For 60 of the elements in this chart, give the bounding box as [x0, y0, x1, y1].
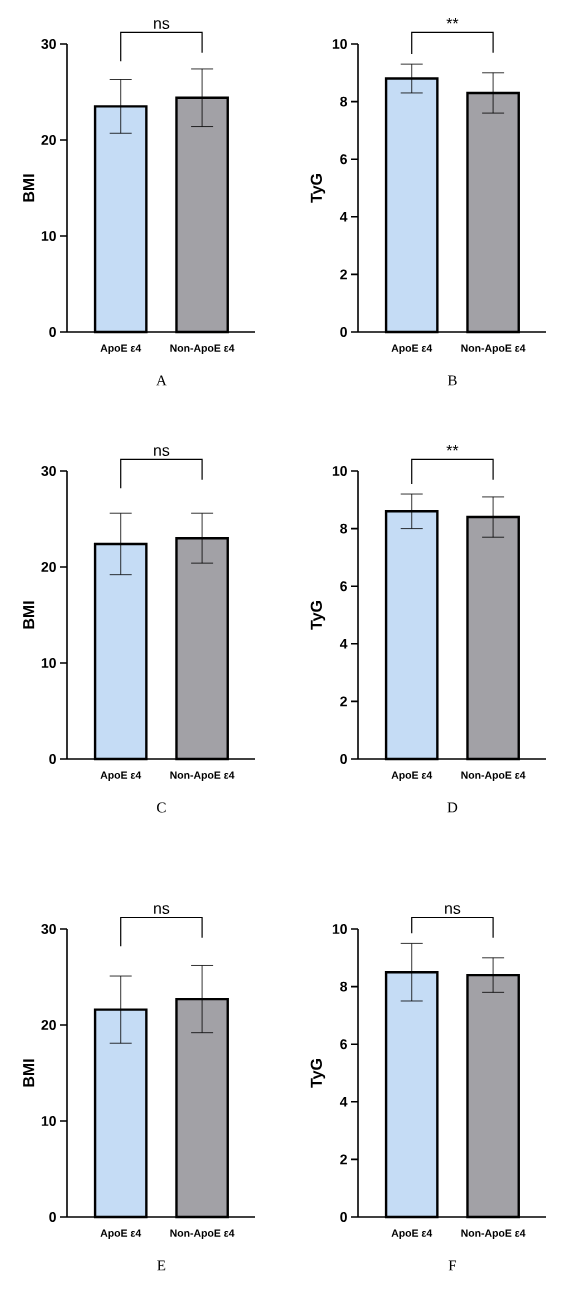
x-tick-label: Non-ApoE ε4 — [461, 771, 526, 781]
text: ns — [445, 905, 461, 914]
text: ns — [154, 447, 170, 456]
x-tick-label: ApoE ε4 — [391, 771, 433, 781]
y-tick-label: 0 — [49, 754, 56, 764]
x-tick-label: ApoE ε4 — [391, 1229, 433, 1239]
x-tick-label: ApoE ε4 — [100, 771, 142, 781]
text: ns — [154, 20, 170, 29]
text: E — [157, 1260, 166, 1271]
x-tick-label: Non-ApoE ε4 — [170, 1229, 235, 1239]
text: F — [448, 1260, 457, 1271]
y-tick-label: 20 — [41, 135, 56, 145]
x-tick-label: Non-ApoE ε4 — [170, 771, 235, 781]
y-tick-label: 6 — [340, 1039, 347, 1050]
y-axis-title: BMI — [23, 601, 35, 629]
y-tick-label: 10 — [332, 39, 347, 49]
y-tick-label: 10 — [332, 466, 347, 476]
x-tick-label: Non-ApoE ε4 — [170, 344, 235, 354]
x-tick-label: Non-ApoE ε4 — [461, 344, 526, 354]
y-axis-title: TyG — [310, 601, 326, 630]
y-tick-label: 0 — [49, 327, 56, 337]
y-tick-label: 6 — [340, 154, 347, 165]
y-tick-label: 0 — [340, 327, 347, 337]
y-tick-label: 30 — [41, 466, 56, 476]
x-tick-label: Non-ApoE ε4 — [461, 1229, 526, 1239]
y-tick-label: 10 — [41, 231, 56, 241]
text: D — [447, 802, 458, 813]
y-tick-label: 8 — [340, 523, 348, 534]
text: A — [156, 375, 167, 386]
y-tick-label: 4 — [339, 211, 348, 222]
y-tick-label: 30 — [41, 39, 56, 49]
y-tick-label: 10 — [41, 658, 56, 668]
text: C — [157, 802, 166, 813]
y-tick-label: 0 — [340, 754, 347, 764]
y-tick-label: 2 — [340, 696, 347, 707]
text: ns — [154, 905, 170, 914]
y-tick-label: 2 — [340, 1154, 347, 1165]
x-tick-label: ApoE ε4 — [391, 344, 433, 354]
y-tick-label: 0 — [340, 1212, 347, 1222]
text: ** — [446, 17, 459, 24]
y-tick-label: 0 — [49, 1212, 56, 1222]
y-axis-title: BMI — [23, 174, 35, 202]
text: B — [447, 375, 457, 386]
x-tick-label: ApoE ε4 — [100, 344, 142, 354]
y-tick-label: 10 — [332, 924, 347, 934]
y-tick-label: 30 — [41, 924, 56, 934]
y-tick-label: 8 — [340, 981, 348, 992]
y-axis-title: TyG — [310, 174, 326, 203]
y-tick-label: 6 — [340, 581, 347, 592]
y-axis-title: TyG — [310, 1059, 326, 1088]
y-tick-label: 4 — [339, 1097, 348, 1107]
y-tick-label: 20 — [41, 1020, 56, 1030]
y-tick-label: 10 — [41, 1116, 56, 1126]
text: ** — [446, 444, 459, 451]
y-tick-label: 2 — [340, 269, 347, 280]
y-tick-label: 20 — [41, 562, 56, 572]
y-tick-label: 8 — [340, 96, 348, 107]
x-tick-label: ApoE ε4 — [100, 1229, 142, 1239]
y-tick-label: 4 — [339, 639, 348, 649]
y-axis-title: BMI — [23, 1059, 35, 1087]
